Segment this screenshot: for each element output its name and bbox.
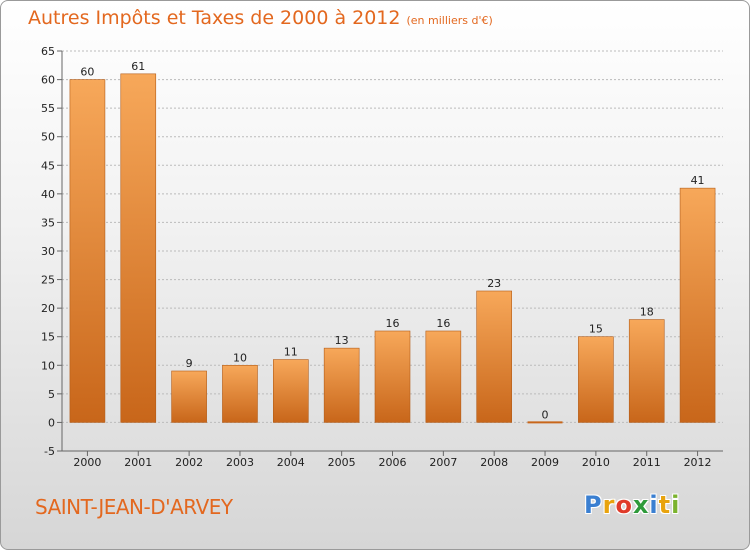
x-tick-labels: 2000 2001 2002 2003 2004 2005 2006 2007 2008 2009… [73, 456, 711, 469]
logo-letter: o [615, 491, 633, 519]
y-tick-label: 25 [41, 274, 55, 287]
x-tick-label: 2000 [73, 456, 101, 469]
bar [578, 336, 614, 423]
data-label: 23 [487, 277, 501, 290]
y-tick-label: 35 [41, 216, 55, 229]
bar [273, 359, 309, 423]
y-tick-label: 5 [48, 388, 55, 401]
bar [628, 319, 665, 423]
data-label: 10 [233, 351, 247, 364]
data-label: 16 [386, 317, 400, 330]
logo-letter: r [602, 491, 616, 519]
data-labels: 60 61 9 10 11 13 16 16 23 0 15 18 41 [80, 60, 704, 422]
x-tick-label: 2008 [480, 456, 508, 469]
logo-letter: P [584, 491, 603, 519]
bar [69, 79, 106, 423]
y-tick-label: 20 [41, 302, 55, 315]
data-label: 60 [80, 66, 94, 79]
y-tick-label: 55 [41, 102, 55, 115]
x-tick-label: 2001 [124, 456, 152, 469]
x-tick-label: 2005 [328, 456, 356, 469]
bar [171, 370, 207, 423]
y-tick-label: 45 [41, 159, 55, 172]
logo-letter: x [632, 491, 650, 519]
x-tick-label: 2006 [379, 456, 407, 469]
bar [374, 330, 411, 423]
x-tick-label: 2009 [531, 456, 559, 469]
y-tick-labels: -5 0 5 10 15 20 25 30 35 40 45 50 55 60 65 [41, 45, 55, 458]
x-tick-label: 2007 [429, 456, 457, 469]
data-label: 0 [542, 408, 549, 421]
data-label: 41 [691, 174, 705, 187]
y-tick-label: 40 [41, 188, 55, 201]
bar [476, 290, 512, 423]
chart-unit-label: (en milliers d'€) [406, 14, 493, 27]
data-label: 16 [436, 317, 450, 330]
x-tick-label: 2004 [277, 456, 305, 469]
logo-letter: t [658, 491, 672, 519]
data-label: 11 [284, 346, 298, 359]
y-tick-label: 15 [41, 331, 55, 344]
y-tick-label: 10 [41, 359, 55, 372]
y-tick-label: 30 [41, 245, 55, 258]
y-tick-label: -5 [44, 445, 55, 458]
bars [69, 73, 716, 424]
chart-title-text: Autres Impôts et Taxes de 2000 à 2012 [28, 7, 401, 29]
chart-title: Autres Impôts et Taxes de 2000 à 2012 (en… [28, 7, 493, 29]
logo-letter: i [649, 491, 659, 519]
logo-letter: i [671, 491, 681, 519]
y-tick-label: 65 [41, 45, 55, 58]
bar [679, 187, 716, 423]
y-tick-label: 0 [48, 416, 55, 429]
data-label: 13 [335, 334, 349, 347]
data-label: 61 [131, 60, 145, 73]
axes [57, 50, 723, 456]
proxiti-logo: Proxiti [584, 491, 680, 519]
bar [120, 73, 157, 423]
data-label: 15 [589, 323, 603, 336]
x-tick-label: 2002 [175, 456, 203, 469]
bar [222, 364, 258, 423]
bar [425, 330, 462, 423]
y-tick-label: 50 [41, 131, 55, 144]
x-tick-label: 2010 [582, 456, 610, 469]
x-tick-label: 2011 [633, 456, 661, 469]
bar [323, 347, 360, 423]
commune-name: SAINT-JEAN-D'ARVEY [35, 495, 233, 519]
data-label: 18 [640, 306, 654, 319]
data-label: 9 [186, 357, 193, 370]
y-tick-label: 60 [41, 74, 55, 87]
x-tick-label: 2003 [226, 456, 254, 469]
x-tick-label: 2012 [684, 456, 712, 469]
